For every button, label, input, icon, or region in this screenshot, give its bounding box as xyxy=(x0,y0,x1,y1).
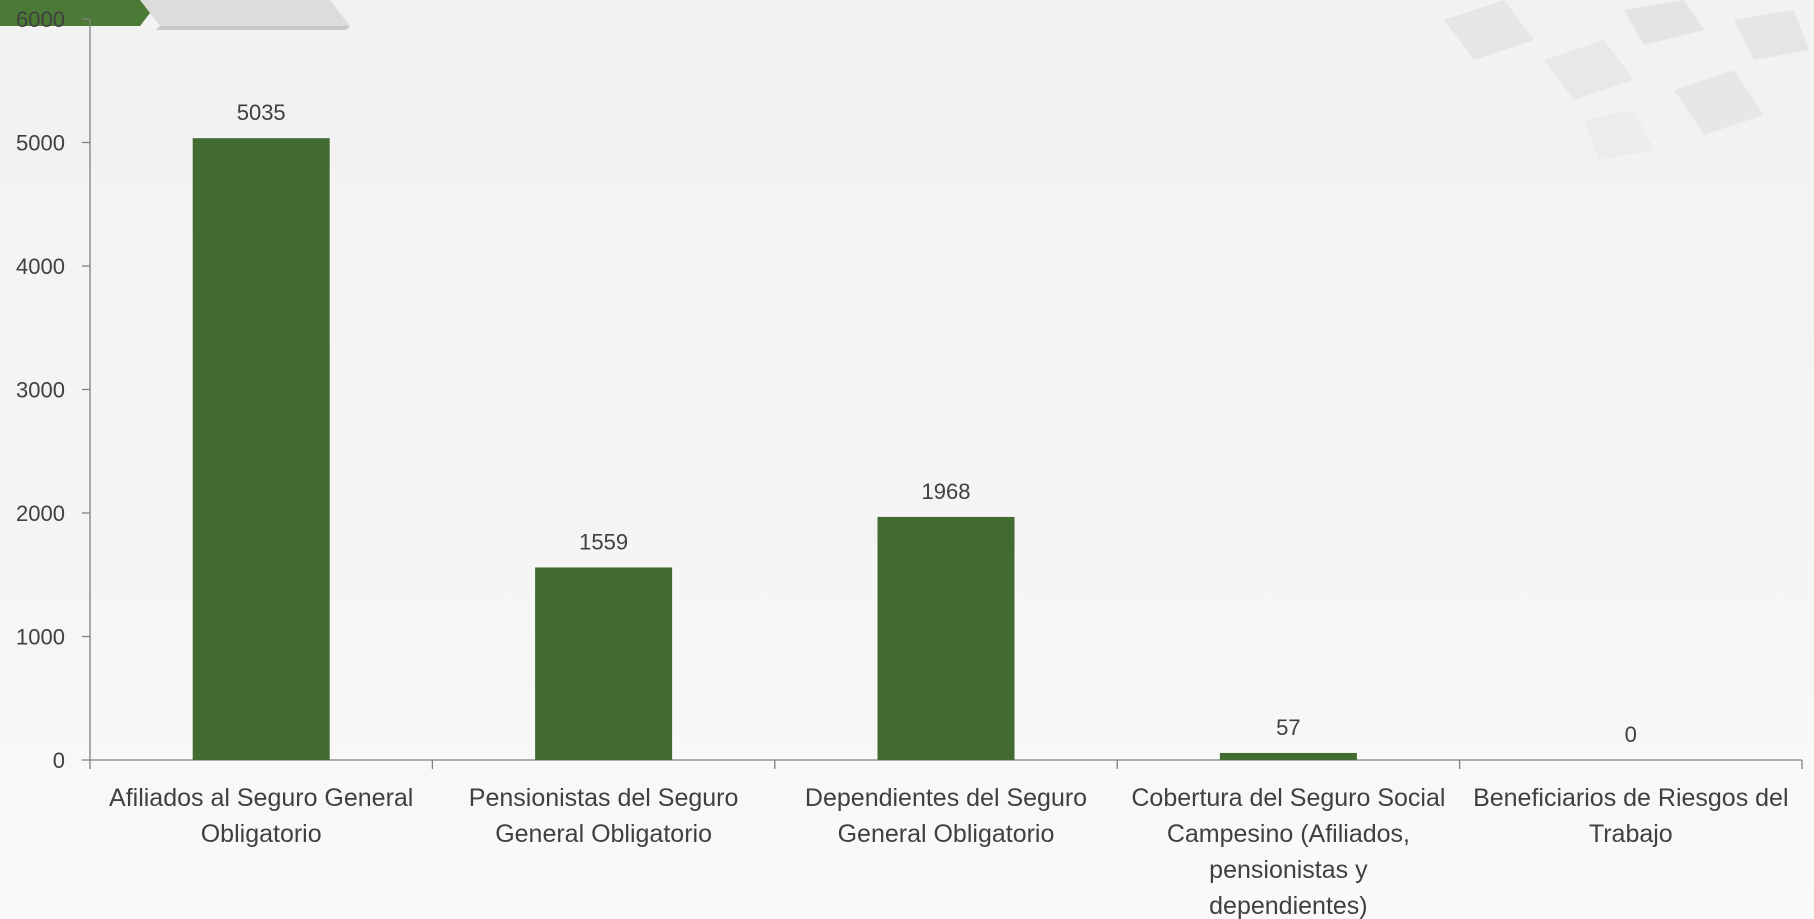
header-tab-decoration xyxy=(0,0,350,30)
category-label: General Obligatorio xyxy=(495,820,712,848)
category-label: pensionistas y xyxy=(1209,856,1368,884)
header-tab-shadow xyxy=(156,26,350,30)
category-label: Dependientes del Seguro xyxy=(805,784,1087,812)
y-tick-label: 2000 xyxy=(16,501,65,526)
category-label: Beneficiarios de Riesgos del xyxy=(1473,784,1788,812)
bg-shape xyxy=(1544,40,1634,100)
bar xyxy=(535,567,673,760)
bar xyxy=(877,516,1015,760)
category-label: dependientes) xyxy=(1209,892,1367,919)
category-label: Obligatorio xyxy=(201,820,322,848)
bg-shape xyxy=(1674,70,1764,135)
bg-shape xyxy=(1624,0,1704,45)
data-label: 1968 xyxy=(922,479,971,504)
category-label: Afiliados al Seguro General xyxy=(109,784,413,812)
bg-shape xyxy=(1584,110,1654,160)
bar xyxy=(1219,752,1357,760)
category-label: Pensionistas del Seguro xyxy=(469,784,739,812)
category-label: Campesino (Afiliados, xyxy=(1167,820,1410,848)
y-tick-label: 1000 xyxy=(16,625,65,650)
category-label: Trabajo xyxy=(1589,820,1673,848)
y-tick-label: 4000 xyxy=(16,254,65,279)
data-label: 0 xyxy=(1625,722,1637,747)
category-label: Cobertura del Seguro Social xyxy=(1131,784,1445,812)
y-tick-label: 0 xyxy=(53,748,65,773)
background-pattern-decoration xyxy=(1444,0,1809,160)
y-axis: 0 1000 2000 3000 4000 5000 6000 xyxy=(16,7,91,773)
category-labels: Afiliados al Seguro General Obligatorio Pe… xyxy=(109,784,1789,919)
y-tick-label: 3000 xyxy=(16,378,65,403)
bars xyxy=(192,138,1357,761)
data-label: 57 xyxy=(1276,715,1300,740)
y-tick-label: 6000 xyxy=(16,7,65,32)
data-label: 1559 xyxy=(579,529,628,554)
x-axis xyxy=(89,759,1803,769)
bg-shape xyxy=(1444,0,1534,60)
header-tab-green xyxy=(0,0,160,26)
data-labels: 5035 1559 1968 57 0 xyxy=(237,100,1637,747)
data-label: 5035 xyxy=(237,100,286,125)
bg-shape xyxy=(1734,10,1809,60)
y-tick-label: 5000 xyxy=(16,131,65,156)
header-tab-silver xyxy=(140,0,350,26)
bar xyxy=(192,138,330,761)
category-label: General Obligatorio xyxy=(838,820,1055,848)
